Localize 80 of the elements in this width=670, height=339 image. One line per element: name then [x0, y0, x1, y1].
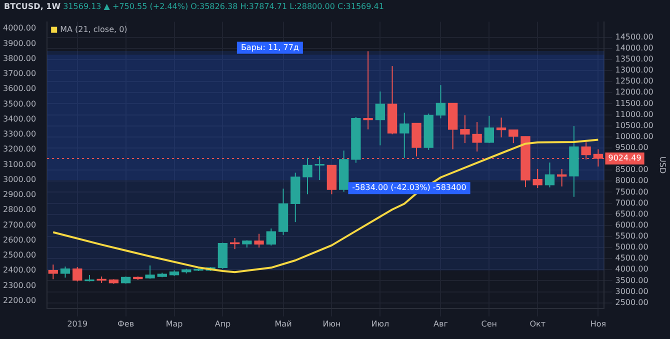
- y2-tick-label: 10000.00: [615, 132, 654, 141]
- y-tick-label: 3600.00: [2, 84, 36, 94]
- y2-tick-label: 13000.00: [615, 66, 654, 75]
- y-tick-label: 3000.00: [2, 174, 36, 184]
- y2-tick-label: 5500.00: [615, 232, 648, 241]
- candlestick: [60, 266, 70, 278]
- y-tick-label: 2400.00: [2, 266, 36, 275]
- y2-tick-label: 7000.00: [615, 198, 648, 208]
- band-label: Бары: 11, 77д: [240, 42, 300, 52]
- x-tick-label: Апр: [214, 319, 231, 328]
- y2-tick-label: 9500.00: [615, 143, 648, 152]
- candlestick: [302, 157, 312, 195]
- x-tick-label: Авг: [434, 319, 448, 328]
- y-tick-label: 3700.00: [2, 69, 36, 78]
- candlestick: [484, 115, 494, 144]
- candlestick: [400, 112, 410, 158]
- y2-tick-label: 11500.00: [615, 98, 654, 108]
- candlestick: [48, 264, 58, 280]
- y2-tick-label: 7500.00: [615, 187, 648, 196]
- y2-tick-label: 3000.00: [615, 286, 648, 296]
- y2-tick-label: 8500.00: [615, 165, 648, 174]
- candlestick: [314, 156, 324, 181]
- x-tick-label: Мар: [166, 319, 183, 328]
- candlestick: [363, 50, 373, 130]
- x-tick-label: Сен: [481, 319, 498, 328]
- y-tick-label: 2200.00: [2, 296, 36, 305]
- y-tick-label: 2600.00: [2, 235, 36, 244]
- y2-tick-label: 4500.00: [615, 254, 648, 263]
- y2-tick-label: 8000.00: [615, 176, 648, 186]
- legend-label: MA (21, close, 0): [60, 24, 128, 34]
- y-tick-label: 3400.00: [2, 114, 36, 124]
- y2-tick-label: 5000.00: [615, 242, 648, 252]
- y2-tick-label: 6000.00: [615, 220, 648, 230]
- x-tick-label: Май: [274, 319, 292, 328]
- y-tick-label: 2800.00: [2, 205, 36, 214]
- y2-tick-label: 11000.00: [615, 110, 654, 119]
- y2-axis-title: USD: [658, 156, 668, 174]
- x-tick-label: Фев: [118, 319, 134, 328]
- y-tick-label: 2300.00: [2, 280, 36, 290]
- y2-tick-label: 2500.00: [615, 298, 648, 307]
- x-tick-label: Июн: [322, 319, 341, 328]
- y2-tick-label: 14500.00: [615, 32, 654, 42]
- y2-tick-label: 4000.00: [615, 264, 648, 274]
- candlestick: [544, 162, 555, 188]
- chart-title: BTCUSD, 1W: [4, 2, 61, 11]
- ref-line-label: 9024.49: [608, 154, 642, 163]
- y-tick-label: 2500.00: [2, 250, 36, 260]
- x-tick-label: 2019: [67, 319, 88, 328]
- candlestick: [254, 233, 264, 248]
- y-tick-label: 3200.00: [2, 144, 36, 154]
- y2-tick-label: 14000.00: [615, 43, 654, 52]
- y-tick-label: 3500.00: [2, 99, 36, 108]
- y2-tick-label: 10500.00: [615, 120, 654, 130]
- candlestick: [472, 122, 482, 152]
- x-tick-label: Июл: [371, 319, 390, 328]
- candlestick: [145, 264, 155, 280]
- candlestick: [532, 168, 542, 189]
- y-tick-label: 3300.00: [2, 130, 36, 139]
- y-tick-label: 2700.00: [2, 220, 36, 230]
- candlestick: [375, 91, 385, 146]
- x-tick-label: Окт: [530, 319, 546, 328]
- y2-tick-label: 12000.00: [615, 88, 654, 97]
- candlestick: [460, 114, 470, 144]
- y-tick-label: 3800.00: [2, 54, 36, 63]
- y2-tick-label: 12500.00: [615, 76, 654, 86]
- y-tick-label: 3100.00: [2, 160, 36, 169]
- y2-tick-label: 13500.00: [615, 54, 654, 64]
- candlestick: [266, 228, 276, 246]
- chart-subtitle: 31569.13 ▲ +750.55 (+2.44%) O:35826.38 H:37874.71 L:28800.00 C:31569.41: [63, 2, 384, 11]
- candlestick: [436, 84, 446, 119]
- y-tick-label: 3900.00: [2, 38, 36, 48]
- y-tick-label: 4000.00: [2, 24, 36, 33]
- y2-tick-label: 3500.00: [615, 276, 648, 285]
- x-tick-label: Ноя: [590, 319, 606, 328]
- candlestick: [496, 117, 506, 138]
- band-label: -5834.00 (-42.03%) -583400: [352, 183, 466, 192]
- y-tick-label: 2900.00: [2, 190, 36, 200]
- y2-tick-label: 6500.00: [615, 209, 648, 218]
- candlestick: [508, 129, 518, 144]
- candlestick: [72, 266, 82, 282]
